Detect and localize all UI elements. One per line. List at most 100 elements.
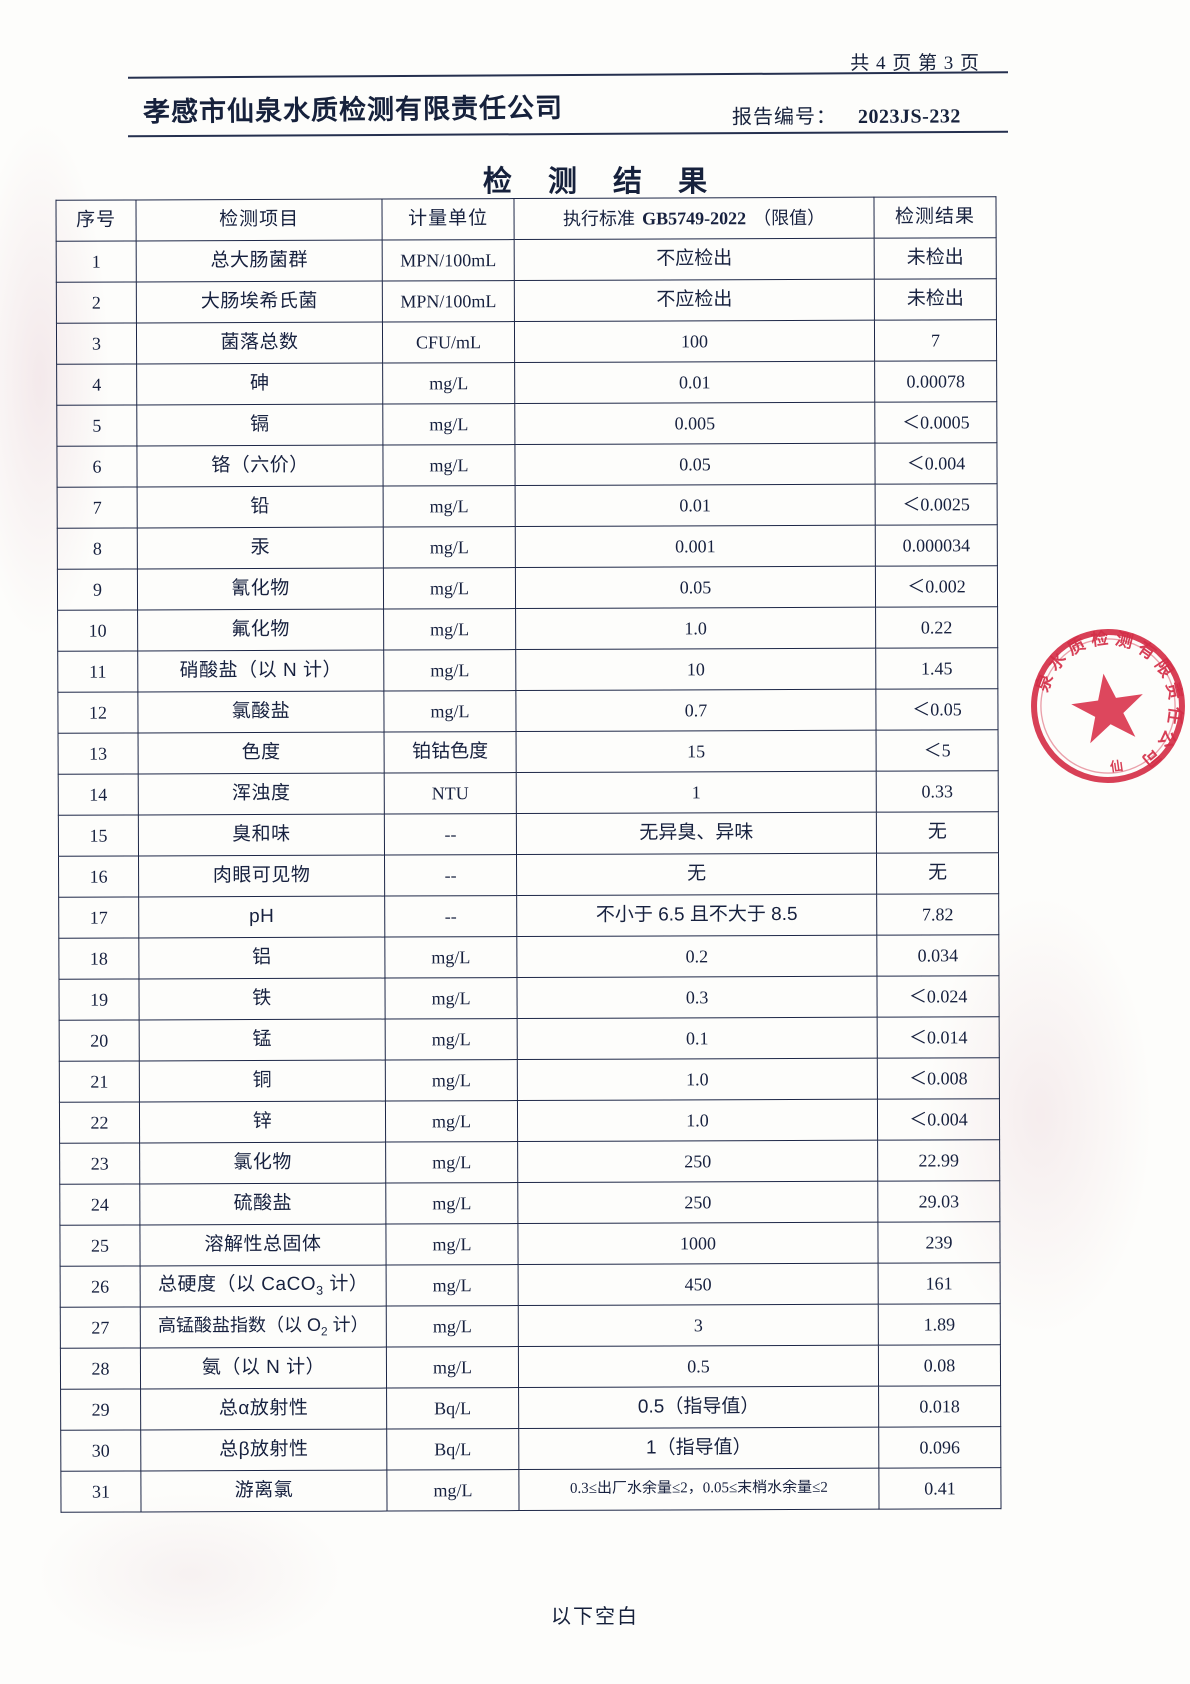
table-row: 6 铬（六价） mg/L 0.05 ＜0.004 xyxy=(56,442,998,488)
cell-test-item: 臭和味 xyxy=(138,814,385,856)
table-row: 8 汞 mg/L 0.001 0.000034 xyxy=(57,524,998,570)
cell-unit: -- xyxy=(384,895,517,938)
cell-unit: mg/L xyxy=(386,1346,519,1389)
cell-standard-limit: 450 xyxy=(518,1263,879,1306)
cell-unit: mg/L xyxy=(383,690,517,733)
cell-unit: mg/L xyxy=(385,1182,518,1225)
cell-sequence-number: 7 xyxy=(57,486,138,529)
scan-artifact xyxy=(40,1494,340,1654)
standard-label-code: GB5749-2022 xyxy=(642,207,747,229)
cell-result-value: 无 xyxy=(876,852,999,895)
cell-test-item: 游离氯 xyxy=(140,1470,388,1512)
table-row: 2 大肠埃希氏菌 MPN/100mL 不应检出 未检出 xyxy=(56,278,997,324)
cell-result-value: 0.000034 xyxy=(875,524,998,567)
svg-text:水: 水 xyxy=(1044,648,1071,675)
standard-label-prefix: 执行标准 xyxy=(562,208,636,229)
table-row: 14 浑浊度 NTU 1 0.33 xyxy=(58,770,999,816)
table-row: 9 氰化物 mg/L 0.05 ＜0.002 xyxy=(57,565,998,611)
table-row: 11 硝酸盐（以 N 计） mg/L 10 1.45 xyxy=(57,647,998,693)
cell-sequence-number: 4 xyxy=(56,363,137,406)
cell-unit: mg/L xyxy=(383,526,516,569)
cell-standard-limit: 1 xyxy=(516,771,877,814)
cell-standard-limit: 0.5（指导值） xyxy=(518,1386,879,1429)
standard-label-suffix: （限值） xyxy=(753,207,826,228)
table-row: 26 总硬度（以 CaCO3 计） mg/L 450 161 xyxy=(60,1262,1001,1308)
cell-unit: -- xyxy=(384,813,517,856)
cell-test-item: 砷 xyxy=(136,363,383,405)
cell-test-item: 总β放射性 xyxy=(140,1429,387,1471)
cell-unit: CFU/mL xyxy=(382,321,515,364)
cell-sequence-number: 23 xyxy=(59,1142,140,1185)
cell-test-item: 氟化物 xyxy=(137,609,384,651)
table-row: 13 色度 铂钴色度 15 ＜5 xyxy=(58,729,999,775)
cell-sequence-number: 22 xyxy=(59,1101,140,1144)
cell-standard-limit: 0.3 xyxy=(516,976,878,1019)
svg-text:测: 测 xyxy=(1114,628,1136,652)
cell-result-value: 161 xyxy=(878,1262,1001,1305)
cell-test-item: 高锰酸盐指数（以 O2 计） xyxy=(140,1306,387,1348)
company-name: 孝感市仙泉水质检测有限责任公司 xyxy=(142,92,564,128)
cell-standard-limit: 1.0 xyxy=(517,1058,878,1101)
cell-test-item: 铜 xyxy=(139,1060,386,1102)
cell-test-item: pH xyxy=(138,896,385,938)
cell-result-value: 1.89 xyxy=(878,1303,1001,1346)
cell-sequence-number: 17 xyxy=(58,896,139,939)
table-row: 31 游离氯 mg/L 0.3≤出厂水余量≤2，0.05≤末梢水余量≤2 0.41 xyxy=(60,1467,1002,1513)
cell-result-value: 22.99 xyxy=(877,1139,1000,1182)
table-row: 24 硫酸盐 mg/L 250 29.03 xyxy=(59,1180,1000,1226)
cell-result-value: ＜0.024 xyxy=(876,975,1000,1018)
cell-unit: -- xyxy=(384,854,517,897)
seal-stamp-icon: 泉 水 质 检 测 有 限 责 任 公 司 仙 xyxy=(1031,628,1186,783)
cell-result-value: ＜5 xyxy=(876,729,999,772)
cell-result-value: 0.33 xyxy=(876,770,999,813)
cell-result-value: 0.018 xyxy=(878,1385,1001,1428)
svg-text:限: 限 xyxy=(1151,655,1178,681)
cell-unit: mg/L xyxy=(385,1223,519,1266)
table-row: 1 总大肠菌群 MPN/100mL 不应检出 未检出 xyxy=(56,237,997,283)
cell-test-item: 硫酸盐 xyxy=(139,1183,386,1225)
table-row: 3 菌落总数 CFU/mL 100 7 xyxy=(56,319,997,365)
cell-standard-limit: 0.001 xyxy=(515,525,876,568)
column-header-unit: 计量单位 xyxy=(381,198,515,241)
report-number-value: 2023JS-232 xyxy=(857,105,961,128)
table-row: 10 氟化物 mg/L 1.0 0.22 xyxy=(57,606,998,652)
cell-sequence-number: 15 xyxy=(58,814,139,857)
column-header-result: 检测结果 xyxy=(873,196,997,239)
cell-test-item: 肉眼可见物 xyxy=(138,855,385,897)
cell-standard-limit: 0.01 xyxy=(515,484,876,527)
cell-standard-limit: 100 xyxy=(514,320,875,363)
cell-unit: Bq/L xyxy=(386,1387,519,1430)
cell-unit: mg/L xyxy=(385,1018,518,1061)
cell-result-value: 0.08 xyxy=(878,1344,1001,1387)
svg-text:司: 司 xyxy=(1139,745,1165,771)
cell-sequence-number: 10 xyxy=(57,609,138,652)
cell-sequence-number: 1 xyxy=(56,241,137,283)
cell-sequence-number: 2 xyxy=(56,281,137,324)
cell-test-item: 总硬度（以 CaCO3 计） xyxy=(140,1265,387,1307)
cell-standard-limit: 0.05 xyxy=(515,566,876,609)
svg-text:有: 有 xyxy=(1134,637,1160,663)
page-title: 检 测 结 果 xyxy=(482,166,722,198)
cell-test-item: 溶解性总固体 xyxy=(139,1224,387,1266)
cell-sequence-number: 6 xyxy=(56,445,138,488)
svg-text:任: 任 xyxy=(1164,705,1186,726)
cell-test-item: 铅 xyxy=(137,486,384,528)
cell-result-value: 7.82 xyxy=(876,893,999,936)
cell-test-item: 锰 xyxy=(139,1019,386,1061)
cell-sequence-number: 31 xyxy=(60,1470,142,1513)
table-row: 21 铜 mg/L 1.0 ＜0.008 xyxy=(59,1057,1000,1103)
column-header-item: 检测项目 xyxy=(135,199,383,242)
cell-standard-limit: 10 xyxy=(515,648,876,691)
cell-unit: MPN/100mL xyxy=(382,280,515,323)
cell-result-value: 0.41 xyxy=(878,1467,1002,1510)
cell-test-item: 氰化物 xyxy=(137,568,384,610)
table-row: 19 铁 mg/L 0.3 ＜0.024 xyxy=(58,975,1000,1021)
cell-unit: mg/L xyxy=(382,362,515,405)
cell-result-value: ＜0.0025 xyxy=(875,483,998,526)
cell-result-value: 无 xyxy=(876,811,999,854)
cell-sequence-number: 29 xyxy=(60,1388,141,1431)
cell-test-item: 总大肠菌群 xyxy=(136,240,383,282)
cell-result-value: ＜0.004 xyxy=(874,442,998,485)
table-row: 29 总α放射性 Bq/L 0.5（指导值） 0.018 xyxy=(60,1385,1001,1431)
